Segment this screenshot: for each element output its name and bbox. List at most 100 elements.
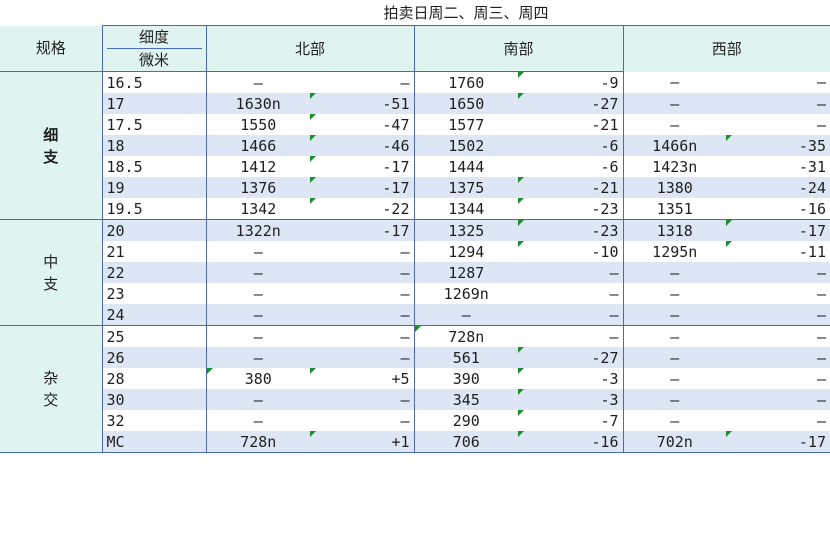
- south-price-cell[interactable]: 706: [414, 431, 518, 453]
- north-price-cell[interactable]: 1550: [206, 114, 310, 135]
- south-change-cell[interactable]: -21: [518, 177, 624, 198]
- micron-cell[interactable]: 26: [102, 347, 207, 368]
- south-change-cell[interactable]: –: [518, 325, 624, 347]
- north-price-cell[interactable]: –: [206, 71, 310, 93]
- south-change-cell[interactable]: -23: [518, 198, 624, 220]
- west-change-cell[interactable]: -17: [726, 431, 830, 453]
- west-price-cell[interactable]: –: [623, 410, 726, 431]
- north-change-cell[interactable]: -17: [310, 219, 415, 241]
- south-change-cell[interactable]: -6: [518, 156, 624, 177]
- north-price-cell[interactable]: –: [206, 325, 310, 347]
- west-change-cell[interactable]: –: [726, 389, 830, 410]
- west-change-cell[interactable]: –: [726, 347, 830, 368]
- south-change-cell[interactable]: -10: [518, 241, 624, 262]
- west-price-cell[interactable]: 1423n: [623, 156, 726, 177]
- south-price-cell[interactable]: 390: [414, 368, 518, 389]
- south-change-cell[interactable]: -27: [518, 93, 624, 114]
- south-price-cell[interactable]: 1294: [414, 241, 518, 262]
- north-change-cell[interactable]: –: [310, 304, 415, 326]
- micron-cell[interactable]: 28: [102, 368, 207, 389]
- west-price-cell[interactable]: 1295n: [623, 241, 726, 262]
- north-change-cell[interactable]: -46: [310, 135, 415, 156]
- micron-cell[interactable]: 23: [102, 283, 207, 304]
- west-change-cell[interactable]: -11: [726, 241, 830, 262]
- north-price-cell[interactable]: –: [206, 410, 310, 431]
- south-price-cell[interactable]: 1760: [414, 71, 518, 93]
- north-region-header[interactable]: 北部: [206, 25, 415, 72]
- south-price-cell[interactable]: 1375: [414, 177, 518, 198]
- south-change-cell[interactable]: -27: [518, 347, 624, 368]
- north-price-cell[interactable]: 1342: [206, 198, 310, 220]
- group-label-fine[interactable]: 细支: [0, 71, 103, 220]
- west-price-cell[interactable]: 1466n: [623, 135, 726, 156]
- south-price-cell[interactable]: 728n: [414, 325, 518, 347]
- south-change-cell[interactable]: –: [518, 304, 624, 326]
- south-price-cell[interactable]: 561: [414, 347, 518, 368]
- north-change-cell[interactable]: +1: [310, 431, 415, 453]
- north-change-cell[interactable]: –: [310, 71, 415, 93]
- west-change-cell[interactable]: –: [726, 283, 830, 304]
- north-change-cell[interactable]: –: [310, 410, 415, 431]
- west-change-cell[interactable]: -16: [726, 198, 830, 220]
- west-change-cell[interactable]: –: [726, 368, 830, 389]
- micron-cell[interactable]: 24: [102, 304, 207, 326]
- west-price-cell[interactable]: –: [623, 304, 726, 326]
- south-price-cell[interactable]: 1325: [414, 219, 518, 241]
- north-price-cell[interactable]: –: [206, 283, 310, 304]
- west-region-header[interactable]: 西部: [623, 25, 830, 72]
- north-change-cell[interactable]: -51: [310, 93, 415, 114]
- south-change-cell[interactable]: -7: [518, 410, 624, 431]
- north-change-cell[interactable]: +5: [310, 368, 415, 389]
- north-price-cell[interactable]: 1376: [206, 177, 310, 198]
- south-price-cell[interactable]: 1344: [414, 198, 518, 220]
- west-price-cell[interactable]: –: [623, 93, 726, 114]
- north-change-cell[interactable]: –: [310, 262, 415, 283]
- north-change-cell[interactable]: -47: [310, 114, 415, 135]
- south-change-cell[interactable]: -3: [518, 389, 624, 410]
- south-change-cell[interactable]: -23: [518, 219, 624, 241]
- south-change-cell[interactable]: -9: [518, 71, 624, 93]
- micron-cell[interactable]: 25: [102, 325, 207, 347]
- west-change-cell[interactable]: –: [726, 93, 830, 114]
- north-change-cell[interactable]: –: [310, 241, 415, 262]
- micron-cell[interactable]: 22: [102, 262, 207, 283]
- micron-cell[interactable]: 16.5: [102, 71, 207, 93]
- west-change-cell[interactable]: -35: [726, 135, 830, 156]
- north-price-cell[interactable]: –: [206, 262, 310, 283]
- south-change-cell[interactable]: -21: [518, 114, 624, 135]
- south-change-cell[interactable]: -6: [518, 135, 624, 156]
- micron-cell[interactable]: 20: [102, 219, 207, 241]
- north-price-cell[interactable]: –: [206, 304, 310, 326]
- south-change-cell[interactable]: -3: [518, 368, 624, 389]
- west-price-cell[interactable]: 1318: [623, 219, 726, 241]
- spec-header[interactable]: 规格: [0, 25, 103, 72]
- micron-cell[interactable]: 19: [102, 177, 207, 198]
- north-price-cell[interactable]: 1466: [206, 135, 310, 156]
- north-change-cell[interactable]: –: [310, 283, 415, 304]
- north-change-cell[interactable]: -22: [310, 198, 415, 220]
- micron-cell[interactable]: MC: [102, 431, 207, 453]
- group-label-mid[interactable]: 中支: [0, 219, 103, 326]
- micron-cell[interactable]: 18: [102, 135, 207, 156]
- micron-cell[interactable]: 21: [102, 241, 207, 262]
- west-price-cell[interactable]: 1351: [623, 198, 726, 220]
- south-price-cell[interactable]: 1502: [414, 135, 518, 156]
- west-price-cell[interactable]: –: [623, 114, 726, 135]
- west-price-cell[interactable]: –: [623, 283, 726, 304]
- micron-cell[interactable]: 17.5: [102, 114, 207, 135]
- title-blank-cell[interactable]: [0, 0, 102, 26]
- north-change-cell[interactable]: –: [310, 347, 415, 368]
- north-price-cell[interactable]: 1412: [206, 156, 310, 177]
- micron-cell[interactable]: 18.5: [102, 156, 207, 177]
- micron-cell[interactable]: 17: [102, 93, 207, 114]
- south-price-cell[interactable]: 1287: [414, 262, 518, 283]
- west-price-cell[interactable]: 702n: [623, 431, 726, 453]
- west-change-cell[interactable]: –: [726, 325, 830, 347]
- west-price-cell[interactable]: –: [623, 347, 726, 368]
- west-change-cell[interactable]: -24: [726, 177, 830, 198]
- north-change-cell[interactable]: -17: [310, 156, 415, 177]
- west-price-cell[interactable]: –: [623, 389, 726, 410]
- north-price-cell[interactable]: 728n: [206, 431, 310, 453]
- west-change-cell[interactable]: –: [726, 262, 830, 283]
- north-price-cell[interactable]: –: [206, 389, 310, 410]
